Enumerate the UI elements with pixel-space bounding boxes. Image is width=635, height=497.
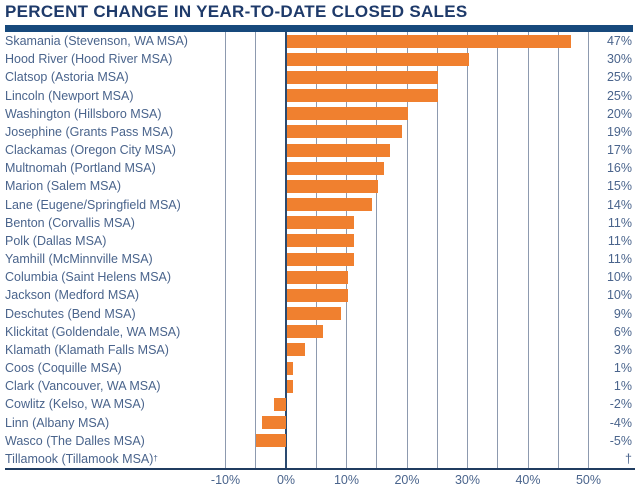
value-label: 14% xyxy=(606,197,632,212)
gridline xyxy=(376,32,378,468)
value-label: 19% xyxy=(606,124,632,139)
value-label: 11% xyxy=(607,252,632,267)
gridline xyxy=(557,32,559,468)
value-label: -5% xyxy=(609,433,632,448)
value-bar xyxy=(287,361,294,375)
row-label: Clackamas (Oregon City MSA) xyxy=(5,143,176,158)
value-bar xyxy=(287,325,324,339)
value-label: -2% xyxy=(609,397,632,412)
gridline xyxy=(315,32,317,468)
value-bar xyxy=(287,234,354,248)
x-axis-line xyxy=(5,468,635,470)
value-bar xyxy=(287,198,372,212)
value-label: 1% xyxy=(613,379,632,394)
row-label: Klamath (Klamath Falls MSA) xyxy=(5,342,169,357)
value-bar xyxy=(273,397,286,411)
value-bar xyxy=(287,143,390,157)
gridline xyxy=(346,32,347,468)
x-tick-label: 10% xyxy=(333,473,360,487)
row-label: Linn (Albany MSA) xyxy=(5,415,110,430)
x-tick-label: 0% xyxy=(276,473,296,487)
chart-title: PERCENT CHANGE IN YEAR-TO-DATE CLOSED SA… xyxy=(5,2,468,21)
value-label: 16% xyxy=(606,161,632,176)
zero-gridline xyxy=(285,32,287,468)
gridline xyxy=(436,32,438,468)
row-label: Tillamook (Tillamook MSA) † xyxy=(5,451,158,466)
value-bar xyxy=(287,288,348,302)
value-label: 17% xyxy=(606,143,632,158)
value-label: 3% xyxy=(613,342,632,357)
value-bar xyxy=(255,434,286,448)
gridline xyxy=(406,32,408,468)
gridline xyxy=(588,32,589,468)
x-tick-label: 50% xyxy=(575,473,602,487)
row-label: Coos (Coquille MSA) xyxy=(5,361,122,376)
gridline xyxy=(497,32,499,468)
value-bar xyxy=(287,379,294,393)
row-label: Josephine (Grants Pass MSA) xyxy=(5,124,174,139)
value-label: † xyxy=(625,451,632,466)
value-bar xyxy=(261,416,286,430)
title-underline-bar xyxy=(5,25,633,32)
row-label: Polk (Dallas MSA) xyxy=(5,233,107,248)
x-tick-label: 40% xyxy=(515,473,541,487)
value-bar xyxy=(287,343,306,357)
value-label: 15% xyxy=(606,179,632,194)
gridline xyxy=(467,32,468,468)
value-label: 10% xyxy=(606,288,632,303)
row-label: Klickitat (Goldendale, WA MSA) xyxy=(5,324,181,339)
value-bar xyxy=(287,216,354,230)
row-label: Benton (Corvallis MSA) xyxy=(5,215,135,230)
row-label: Deschutes (Bend MSA) xyxy=(5,306,136,321)
row-label: Clatsop (Astoria MSA) xyxy=(5,70,129,85)
value-label: 25% xyxy=(606,70,632,85)
value-label: 11% xyxy=(607,233,632,248)
row-label: Skamania (Stevenson, WA MSA) xyxy=(5,34,188,49)
value-label: 20% xyxy=(606,106,632,121)
value-label: 25% xyxy=(606,88,632,103)
value-label: -4% xyxy=(609,415,632,430)
value-bar xyxy=(287,34,572,48)
row-label: Jackson (Medford MSA) xyxy=(5,288,140,303)
gridline xyxy=(255,32,257,468)
row-label: Hood River (Hood River MSA) xyxy=(5,52,173,67)
x-tick-label: 30% xyxy=(454,473,481,487)
value-bar xyxy=(287,107,408,121)
value-bar xyxy=(287,89,439,103)
value-label: 47% xyxy=(606,34,632,49)
row-label: Washington (Hillsboro MSA) xyxy=(5,106,162,121)
value-label: 6% xyxy=(613,324,632,339)
value-bar xyxy=(287,70,439,84)
value-label: 9% xyxy=(613,306,632,321)
row-label: Lane (Eugene/Springfield MSA) xyxy=(5,197,181,212)
value-label: 11% xyxy=(607,215,632,230)
value-label: 1% xyxy=(613,361,632,376)
row-label: Yamhill (McMinnville MSA) xyxy=(5,252,153,267)
value-bar xyxy=(287,307,342,321)
x-tick-label: 20% xyxy=(394,473,420,487)
row-label: Clark (Vancouver, WA MSA) xyxy=(5,379,161,394)
value-label: 30% xyxy=(606,52,632,67)
row-label: Wasco (The Dalles MSA) xyxy=(5,433,145,448)
value-bar xyxy=(287,270,348,284)
row-label: Lincoln (Newport MSA) xyxy=(5,88,134,103)
x-tick-label: -10% xyxy=(210,473,241,487)
row-label: Columbia (Saint Helens MSA) xyxy=(5,270,172,285)
gridline xyxy=(225,32,226,468)
value-bar xyxy=(287,161,384,175)
gridline xyxy=(527,32,529,468)
row-label: Marion (Salem MSA) xyxy=(5,179,121,194)
value-bar xyxy=(287,179,378,193)
value-bar xyxy=(287,252,354,266)
value-bar xyxy=(287,52,469,66)
value-bar xyxy=(287,125,402,139)
value-label: 10% xyxy=(606,270,632,285)
row-label: Multnomah (Portland MSA) xyxy=(5,161,156,176)
row-label: Cowlitz (Kelso, WA MSA) xyxy=(5,397,145,412)
